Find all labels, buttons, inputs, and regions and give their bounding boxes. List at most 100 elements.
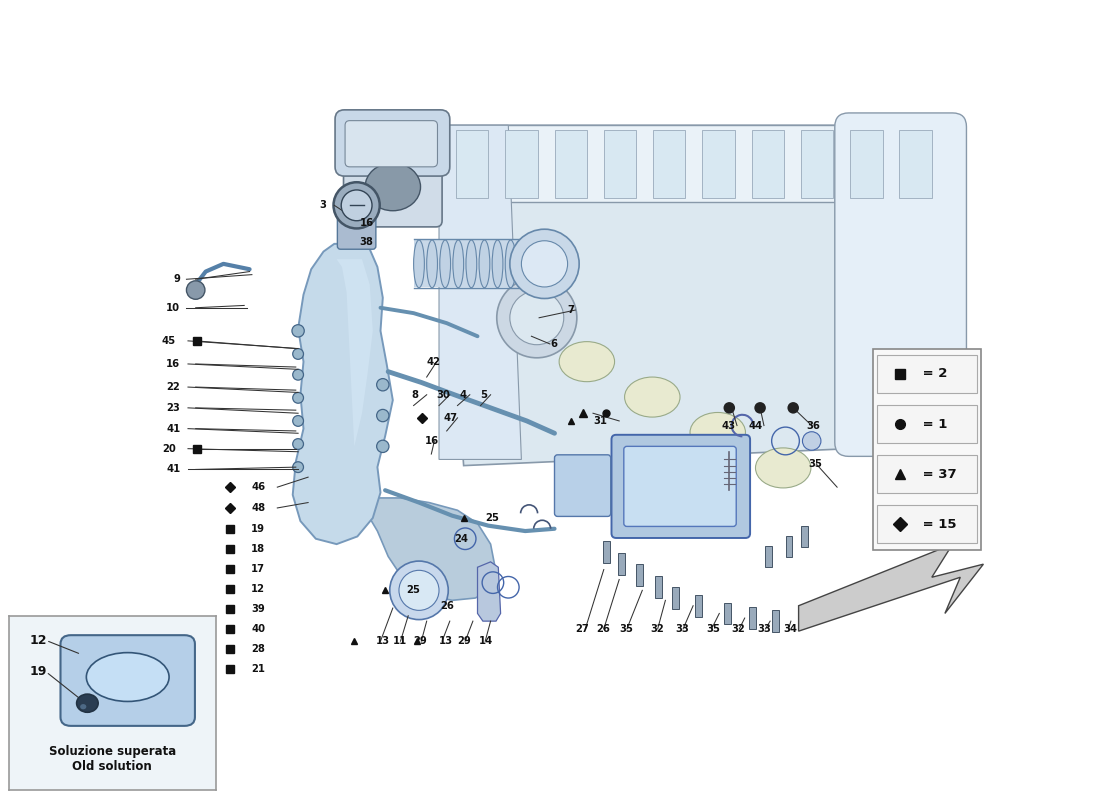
Text: 21: 21: [251, 664, 265, 674]
Ellipse shape: [365, 163, 420, 210]
FancyBboxPatch shape: [877, 405, 977, 443]
Ellipse shape: [559, 342, 615, 382]
Ellipse shape: [414, 240, 425, 288]
Bar: [695, 595, 702, 617]
Ellipse shape: [756, 448, 811, 488]
Text: = 1: = 1: [917, 418, 947, 430]
Bar: [603, 541, 609, 562]
Text: 13: 13: [376, 636, 389, 646]
Text: 32: 32: [650, 624, 663, 634]
Text: 22: 22: [166, 382, 180, 392]
Circle shape: [293, 349, 304, 359]
Bar: [801, 130, 834, 198]
FancyBboxPatch shape: [345, 121, 438, 167]
Ellipse shape: [453, 240, 464, 288]
Bar: [604, 130, 636, 198]
FancyBboxPatch shape: [877, 505, 977, 543]
Polygon shape: [337, 259, 373, 446]
Bar: [764, 546, 772, 567]
Text: 31: 31: [593, 416, 607, 426]
Text: 45: 45: [162, 336, 176, 346]
FancyBboxPatch shape: [877, 455, 977, 494]
Circle shape: [186, 281, 205, 299]
Circle shape: [341, 190, 372, 221]
Text: 41: 41: [166, 424, 180, 434]
Text: 24: 24: [454, 534, 469, 544]
Circle shape: [293, 370, 304, 380]
Circle shape: [292, 325, 305, 337]
Text: 19: 19: [30, 666, 47, 678]
Text: 13: 13: [439, 636, 453, 646]
FancyBboxPatch shape: [336, 110, 450, 176]
FancyBboxPatch shape: [612, 435, 750, 538]
Text: 41: 41: [166, 465, 180, 474]
Text: 35: 35: [619, 624, 634, 634]
Circle shape: [521, 241, 568, 287]
Text: 12: 12: [30, 634, 47, 647]
Text: 36: 36: [806, 421, 821, 430]
Text: = 2: = 2: [917, 367, 947, 381]
Bar: [654, 577, 661, 598]
Text: 47: 47: [443, 413, 458, 423]
Text: 33: 33: [758, 624, 771, 634]
Circle shape: [376, 410, 389, 422]
Circle shape: [293, 415, 304, 426]
Text: 40: 40: [251, 624, 265, 634]
Text: 8: 8: [411, 390, 418, 400]
Bar: [554, 130, 587, 198]
Text: 33: 33: [675, 624, 689, 634]
Circle shape: [293, 438, 304, 450]
Ellipse shape: [480, 240, 490, 288]
Ellipse shape: [427, 240, 438, 288]
Text: 25: 25: [485, 513, 499, 523]
Polygon shape: [799, 544, 983, 631]
Bar: [703, 130, 735, 198]
Text: 17: 17: [251, 564, 265, 574]
Bar: [618, 554, 625, 575]
Text: 25: 25: [407, 586, 420, 595]
Polygon shape: [293, 244, 393, 544]
Text: Soluzione superata
Old solution: Soluzione superata Old solution: [48, 745, 176, 773]
Circle shape: [376, 378, 389, 391]
Text: 35: 35: [706, 624, 721, 634]
Ellipse shape: [625, 377, 680, 417]
Circle shape: [788, 402, 799, 414]
FancyBboxPatch shape: [624, 446, 736, 526]
Circle shape: [510, 230, 579, 298]
Text: 34: 34: [783, 624, 798, 634]
Circle shape: [389, 561, 449, 619]
Text: 9: 9: [174, 274, 180, 284]
Text: 26: 26: [440, 601, 454, 610]
FancyBboxPatch shape: [338, 214, 376, 250]
Text: = 37: = 37: [917, 467, 957, 481]
Text: 32: 32: [732, 624, 746, 634]
Text: 7: 7: [568, 305, 574, 315]
Text: 42: 42: [427, 357, 441, 366]
Circle shape: [77, 694, 98, 712]
Ellipse shape: [440, 240, 451, 288]
FancyBboxPatch shape: [835, 113, 967, 456]
Text: 6: 6: [550, 339, 557, 349]
Text: = 15: = 15: [917, 518, 956, 530]
Bar: [505, 130, 538, 198]
FancyBboxPatch shape: [877, 354, 977, 394]
Ellipse shape: [466, 240, 476, 288]
Bar: [772, 610, 779, 632]
Ellipse shape: [505, 240, 516, 288]
Text: 30: 30: [437, 390, 451, 400]
Bar: [749, 607, 757, 629]
Circle shape: [333, 182, 380, 229]
Text: 39: 39: [251, 604, 265, 614]
Circle shape: [755, 402, 766, 414]
Text: 27: 27: [575, 624, 590, 634]
Text: 48: 48: [251, 503, 265, 513]
Text: 3: 3: [320, 200, 327, 210]
Text: 46: 46: [251, 482, 265, 492]
Bar: [455, 130, 488, 198]
Text: 16: 16: [360, 218, 374, 228]
Text: 29: 29: [458, 636, 471, 646]
Text: 43: 43: [722, 421, 736, 430]
Text: 16: 16: [425, 436, 439, 446]
Text: 20: 20: [162, 444, 176, 454]
FancyBboxPatch shape: [554, 455, 610, 517]
